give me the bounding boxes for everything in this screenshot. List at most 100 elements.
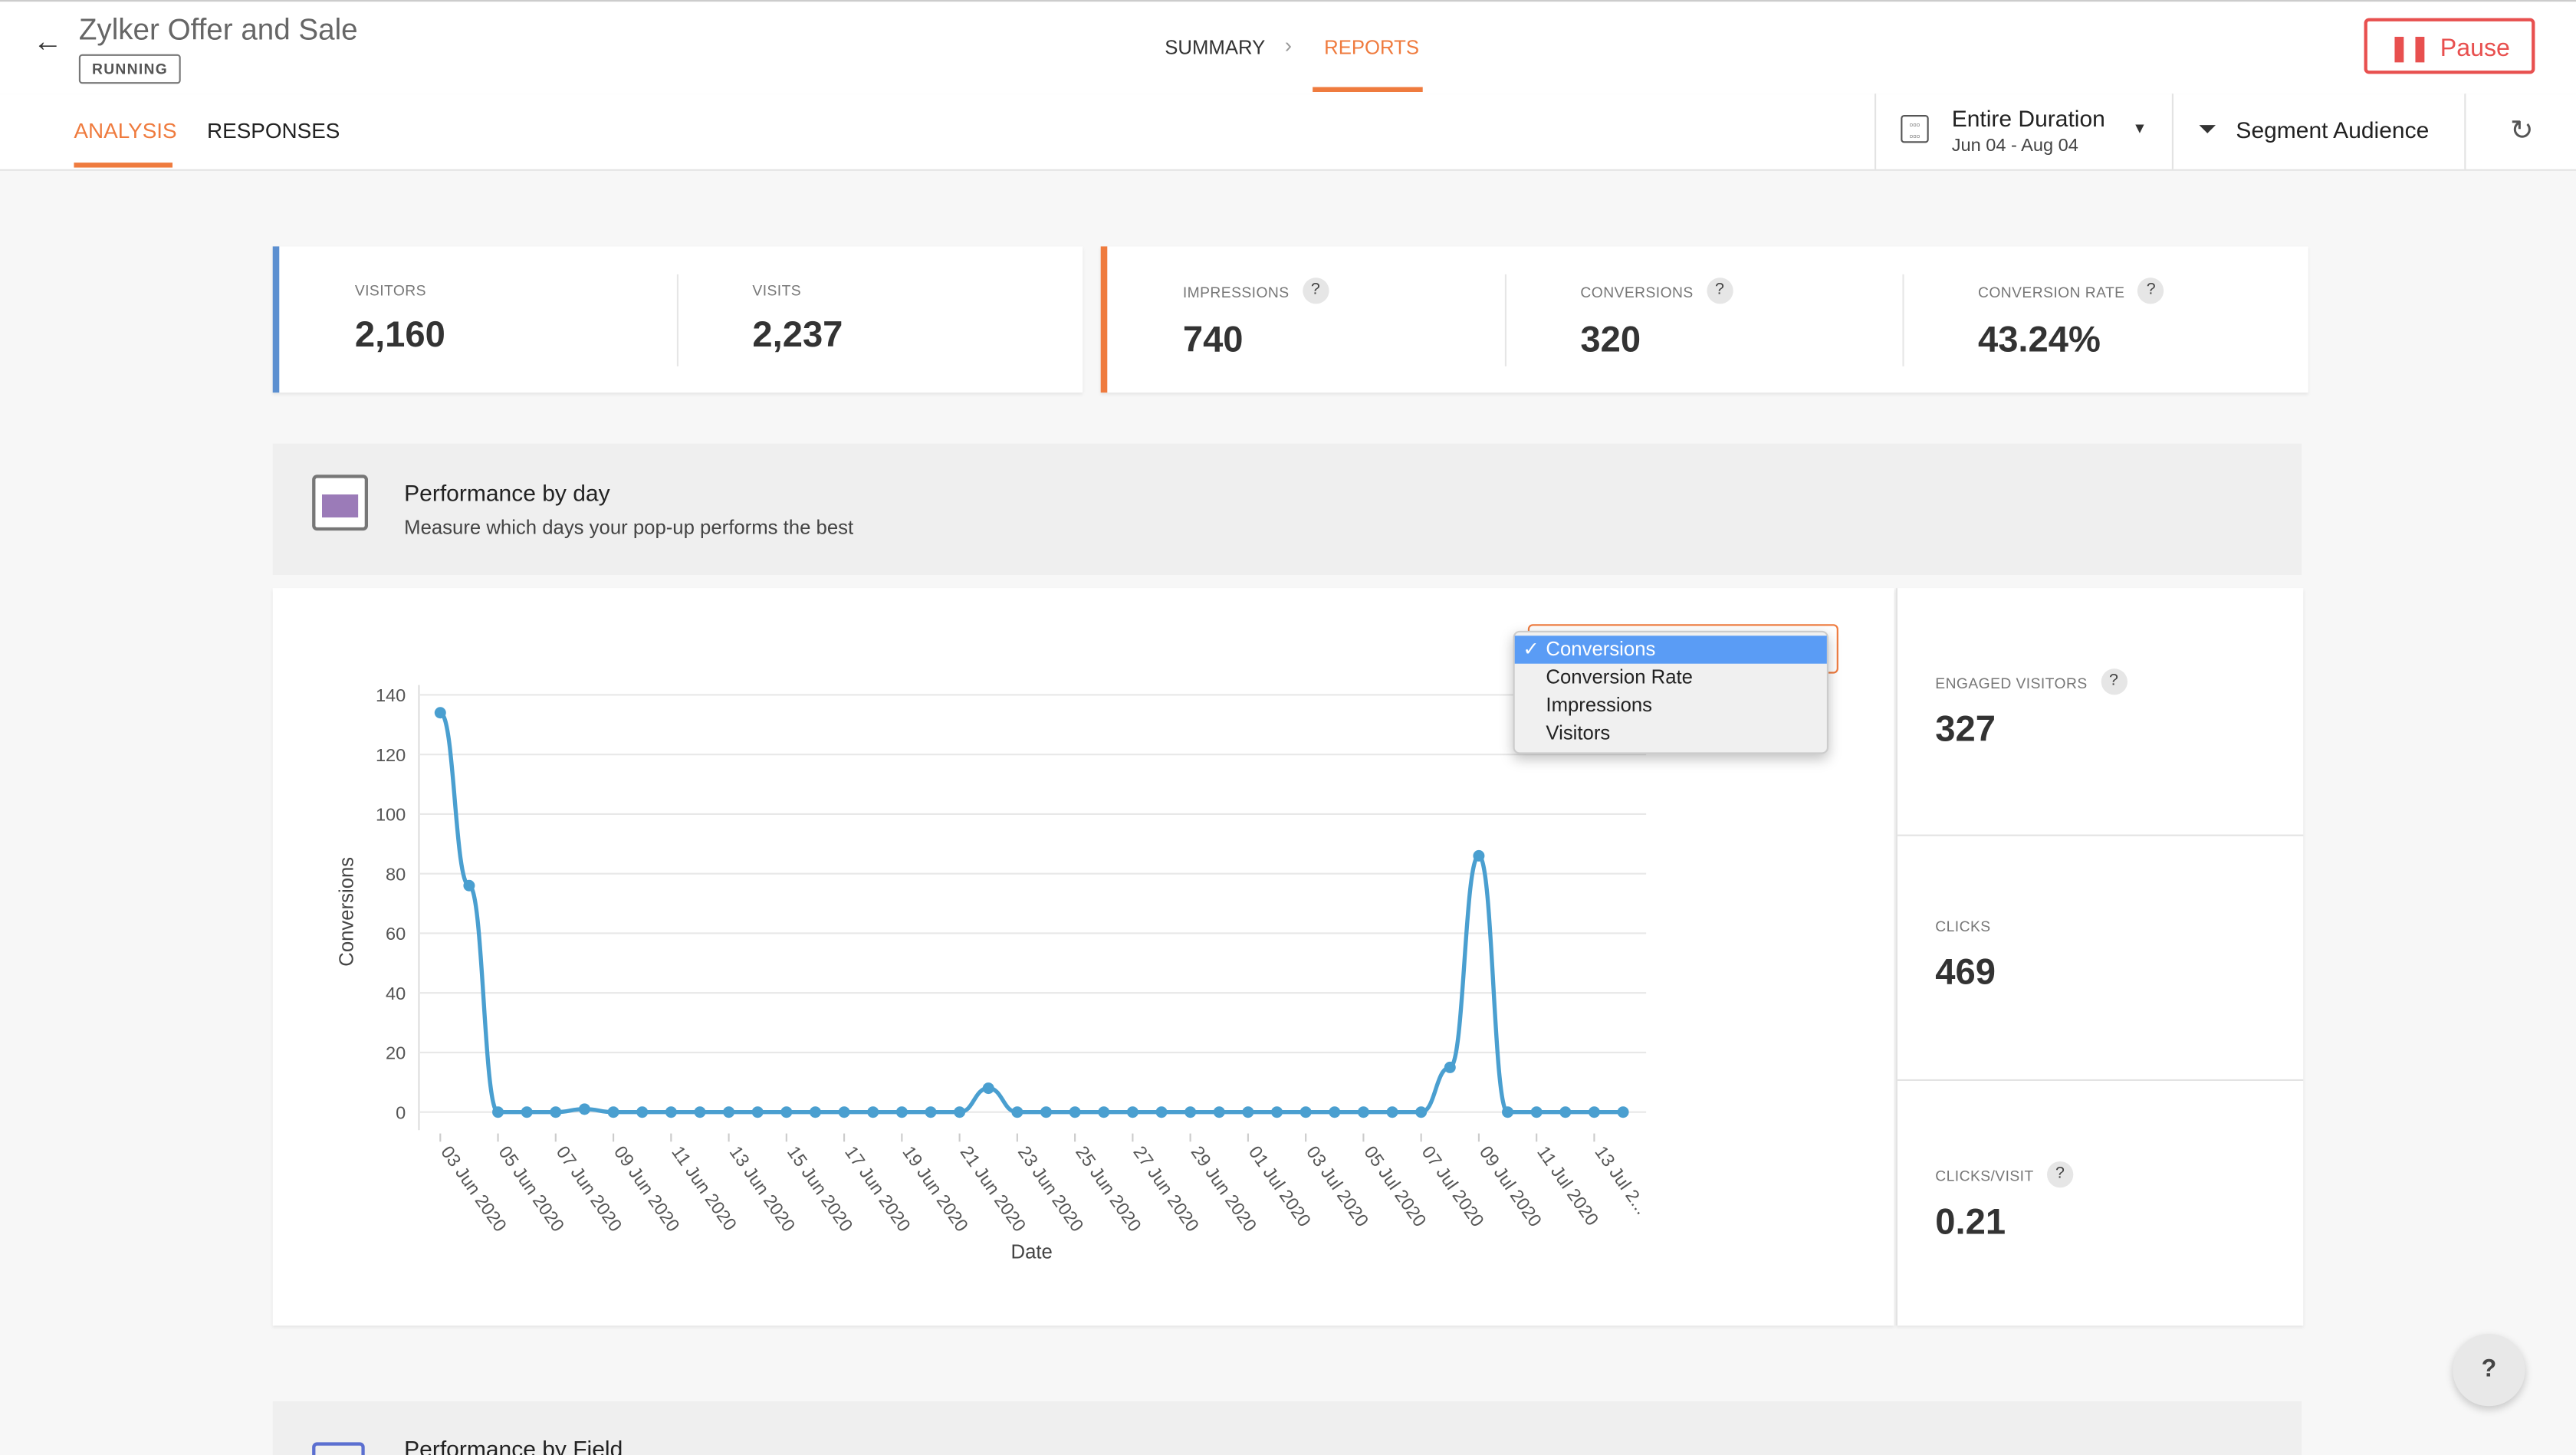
check-icon: ✓	[1523, 637, 1539, 661]
y-tick-label: 60	[386, 924, 406, 944]
help-icon[interactable]: ?	[2137, 277, 2164, 304]
data-point	[895, 1106, 908, 1118]
data-point	[1357, 1106, 1369, 1118]
help-button[interactable]: ?	[2453, 1334, 2525, 1407]
data-point	[809, 1106, 821, 1118]
tab-responses[interactable]: RESPONSES	[207, 118, 340, 143]
conversions-value: 320	[1580, 318, 1641, 360]
data-point	[1040, 1106, 1052, 1118]
option-visitors[interactable]: Visitors	[1546, 721, 1611, 744]
data-point	[463, 879, 475, 892]
help-icon[interactable]: ?	[2046, 1161, 2074, 1187]
data-point	[1502, 1106, 1514, 1118]
data-point	[780, 1106, 793, 1118]
help-icon[interactable]: ?	[1706, 277, 1733, 304]
data-point	[1069, 1106, 1081, 1118]
clicks-value: 469	[1935, 951, 1996, 993]
y-tick-label: 100	[376, 805, 406, 825]
data-point	[607, 1106, 619, 1118]
data-point	[550, 1106, 562, 1118]
refresh-icon[interactable]: ↻	[2464, 94, 2576, 169]
tab-underline	[74, 163, 173, 168]
data-point	[1415, 1106, 1428, 1118]
chart-panel: 0 20 40 60 80 100 120 140 03 Jun 2020 05 Jun 2020…	[272, 588, 1894, 1326]
visitors-label: VISITORS	[354, 282, 426, 299]
visits-label: VISITS	[752, 282, 802, 299]
reports-underline	[1313, 87, 1423, 92]
calendar-icon: ▫▫▫ ▫▫▫	[1901, 115, 1929, 143]
visitors-card: VISITORS 2,160 VISITS 2,237	[272, 246, 1083, 393]
data-point	[1386, 1106, 1398, 1118]
pause-button[interactable]: ❚❚ Pause	[2364, 18, 2535, 74]
conversions-label: CONVERSIONS	[1580, 284, 1694, 301]
section-title: Performance by day	[404, 479, 610, 506]
divider	[1898, 1079, 2304, 1081]
conversion-rate-value: 43.24%	[1978, 318, 2101, 360]
data-point	[694, 1106, 706, 1118]
filter-icon: ⏷	[2198, 115, 2217, 142]
back-arrow-icon[interactable]: ←	[32, 25, 63, 57]
data-point	[954, 1106, 966, 1118]
y-tick-label: 140	[376, 685, 406, 705]
popup-window-icon	[312, 475, 368, 531]
series-line	[439, 711, 1624, 1115]
data-point	[1617, 1106, 1629, 1118]
metric-dropdown-menu: ✓ Conversions Conversion Rate Impressions…	[1513, 630, 1829, 754]
segment-audience-button[interactable]: ⏷ Segment Audience	[2171, 94, 2466, 169]
caret-down-icon: ▼	[2132, 120, 2147, 136]
data-point	[1444, 1061, 1456, 1073]
help-icon[interactable]: ?	[2100, 668, 2128, 695]
y-tick-label: 40	[386, 984, 406, 1003]
data-point	[1011, 1106, 1024, 1118]
breadcrumb-reports[interactable]: REPORTS	[1324, 36, 1419, 60]
option-impressions[interactable]: Impressions	[1546, 693, 1653, 717]
date-filter[interactable]: ▫▫▫ ▫▫▫ Entire Duration Jun 04 - Aug 04 ▼	[1875, 94, 2174, 169]
performance-by-day-header: Performance by day Measure which days yo…	[272, 443, 2302, 575]
visitors-value: 2,160	[354, 314, 445, 355]
option-conversion-rate[interactable]: Conversion Rate	[1546, 665, 1693, 688]
pause-icon: ❚❚	[2389, 34, 2430, 63]
data-point	[1271, 1106, 1283, 1118]
data-point	[1329, 1106, 1341, 1118]
clicks-per-visit-value: 0.21	[1935, 1200, 2006, 1242]
next-section-title: Performance by Field	[404, 1435, 623, 1455]
x-axis-title: Date	[1011, 1241, 1053, 1263]
data-point	[1184, 1106, 1197, 1118]
data-point	[578, 1103, 590, 1115]
divider	[1898, 834, 2304, 836]
clicks-per-visit-label: CLICKS/VISIT	[1935, 1168, 2034, 1184]
performance-by-field-header: Performance by Field	[272, 1401, 2302, 1455]
status-badge: RUNNING	[78, 54, 182, 84]
pause-label: Pause	[2440, 34, 2510, 63]
campaign-title: Zylker Offer and Sale	[78, 13, 358, 46]
data-point	[925, 1106, 937, 1118]
data-point	[665, 1106, 677, 1118]
data-point	[1473, 849, 1485, 862]
data-point	[1559, 1106, 1572, 1118]
data-point	[434, 707, 446, 719]
data-point	[867, 1106, 879, 1118]
y-axis-title: Conversions	[337, 857, 358, 967]
data-point	[838, 1106, 850, 1118]
data-point	[1300, 1106, 1312, 1118]
data-point	[1098, 1106, 1110, 1118]
option-conversions[interactable]: ✓ Conversions	[1514, 636, 1827, 664]
help-icon[interactable]: ?	[1302, 277, 1329, 304]
chevron-right-icon: ›	[1284, 32, 1293, 57]
breadcrumb-summary[interactable]: SUMMARY	[1165, 36, 1266, 60]
divider	[1504, 274, 1506, 366]
clicks-label: CLICKS	[1935, 918, 1991, 935]
engaged-visitors-value: 327	[1935, 708, 1996, 750]
data-point	[751, 1106, 764, 1118]
data-point	[1126, 1106, 1138, 1118]
x-tick-label: 13 Jul 2...	[1591, 1142, 1652, 1218]
data-point	[521, 1106, 533, 1118]
sub-bar: ANALYSIS RESPONSES ▫▫▫ ▫▫▫ Entire Duratio…	[0, 94, 2576, 171]
segment-label: Segment Audience	[2236, 117, 2430, 143]
conversion-card: IMPRESSIONS? 740 CONVERSIONS? 320 CONVER…	[1100, 246, 2308, 393]
field-icon	[312, 1442, 365, 1455]
tab-analysis[interactable]: ANALYSIS	[74, 118, 177, 143]
visits-value: 2,237	[752, 314, 843, 355]
